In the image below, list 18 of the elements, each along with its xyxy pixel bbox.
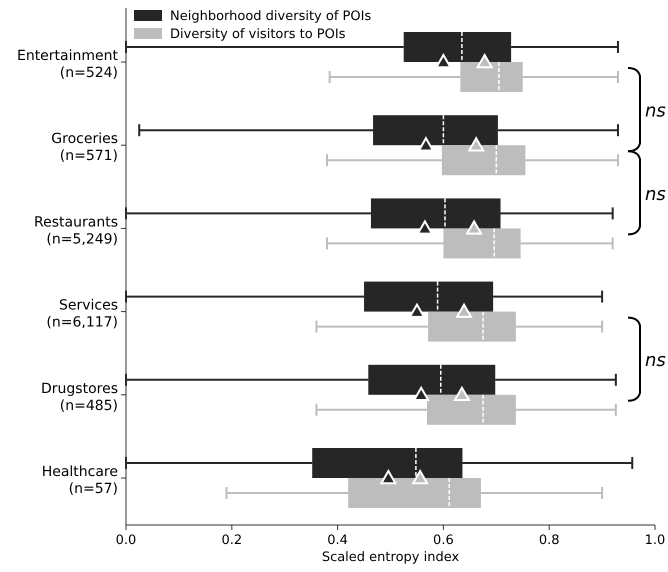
x-axis-title: Scaled entropy index [322, 550, 460, 565]
y-tick-label: Restaurants (n=5,249) [34, 214, 118, 248]
y-tick-label: Services (n=6,117) [46, 298, 118, 331]
annotation: ns [645, 350, 666, 372]
x-tick-label: 0.8 [538, 533, 560, 548]
x-tick-label: 1.0 [644, 533, 666, 548]
x-tick-label: 0.4 [327, 533, 348, 548]
legend-label: Diversity of visitors to POIs [170, 27, 346, 42]
y-tick-label: Drugstores (n=485) [41, 380, 118, 414]
y-tick-label: Groceries (n=571) [51, 131, 118, 164]
annotation: ns [645, 100, 666, 122]
y-tick-label: Healthcare (n=57) [42, 464, 118, 497]
x-tick-label: 0.2 [221, 533, 242, 548]
legend-label: Neighborhood diversity of POIs [170, 9, 372, 24]
x-tick-label: 0.6 [433, 533, 454, 548]
annotation: ns [645, 184, 666, 205]
y-tick-label: Entertainment (n=524) [16, 48, 118, 81]
x-tick-label: 0.0 [116, 533, 136, 548]
